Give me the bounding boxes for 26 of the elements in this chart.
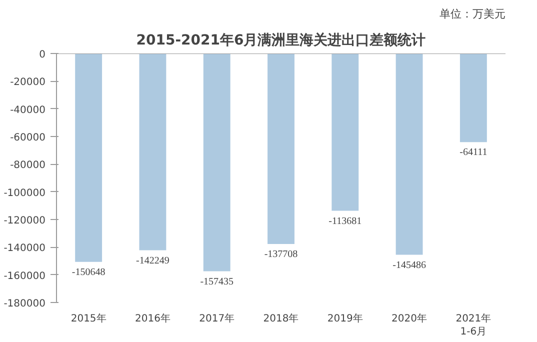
y-tick-label: -60000 (10, 132, 46, 144)
y-tick-label: -20000 (10, 77, 46, 88)
data-label: -157435 (200, 276, 234, 288)
y-tick-label: -100000 (4, 188, 46, 199)
x-tick-label: 2018年 (263, 312, 299, 324)
x-tick-label: 2016年 (134, 312, 170, 324)
data-label: -113681 (328, 216, 362, 227)
y-tick-label: -160000 (4, 270, 46, 282)
data-label: -137708 (264, 248, 298, 260)
chart-title: 2015-2021年6月满洲里海关进出口差额统计 (136, 32, 426, 48)
data-label: -142249 (136, 255, 170, 266)
data-label: -145486 (392, 260, 426, 271)
x-tick-label: 2019年 (327, 312, 363, 324)
y-tick-label: -180000 (4, 298, 46, 310)
x-tick-label: 2015年 (70, 312, 106, 324)
x-tick-label: 2017年 (199, 312, 235, 324)
data-label: -64111 (460, 147, 488, 158)
text: 单位：万美元 (440, 8, 506, 20)
y-tick-label: -40000 (10, 104, 46, 116)
y-tick-label: -120000 (4, 216, 46, 226)
x-tick-label: 2021年 1-6月 (456, 312, 492, 338)
y-tick-label: -140000 (4, 243, 46, 254)
y-tick-label: -80000 (10, 160, 46, 172)
x-tick-label: 2020年 (392, 312, 428, 324)
data-label: -150648 (72, 266, 106, 278)
y-tick-label: 0 (39, 50, 46, 60)
